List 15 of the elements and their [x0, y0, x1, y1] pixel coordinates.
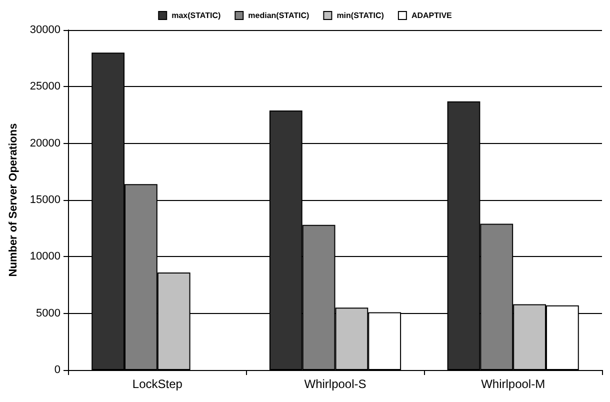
y-tick-label: 20000: [30, 137, 60, 150]
y-tick-label: 25000: [30, 80, 60, 93]
y-tick-label: 30000: [30, 24, 60, 36]
x-tick-label: LockStep: [132, 377, 183, 391]
x-tick-label: Whirlpool-S: [304, 377, 366, 391]
x-tick-label: Whirlpool-M: [481, 377, 546, 391]
legend-label: max(STATIC): [172, 11, 221, 20]
legend-label: median(STATIC): [248, 11, 310, 20]
y-tick-label: 10000: [30, 250, 60, 263]
y-axis-title: Number of Server Operations: [8, 123, 20, 277]
legend-label: min(STATIC): [336, 11, 384, 20]
legend-label: ADAPTIVE: [411, 11, 453, 20]
y-tick-label: 0: [54, 364, 60, 376]
y-tick-label: 15000: [30, 194, 60, 206]
y-tick-label: 5000: [36, 307, 60, 320]
